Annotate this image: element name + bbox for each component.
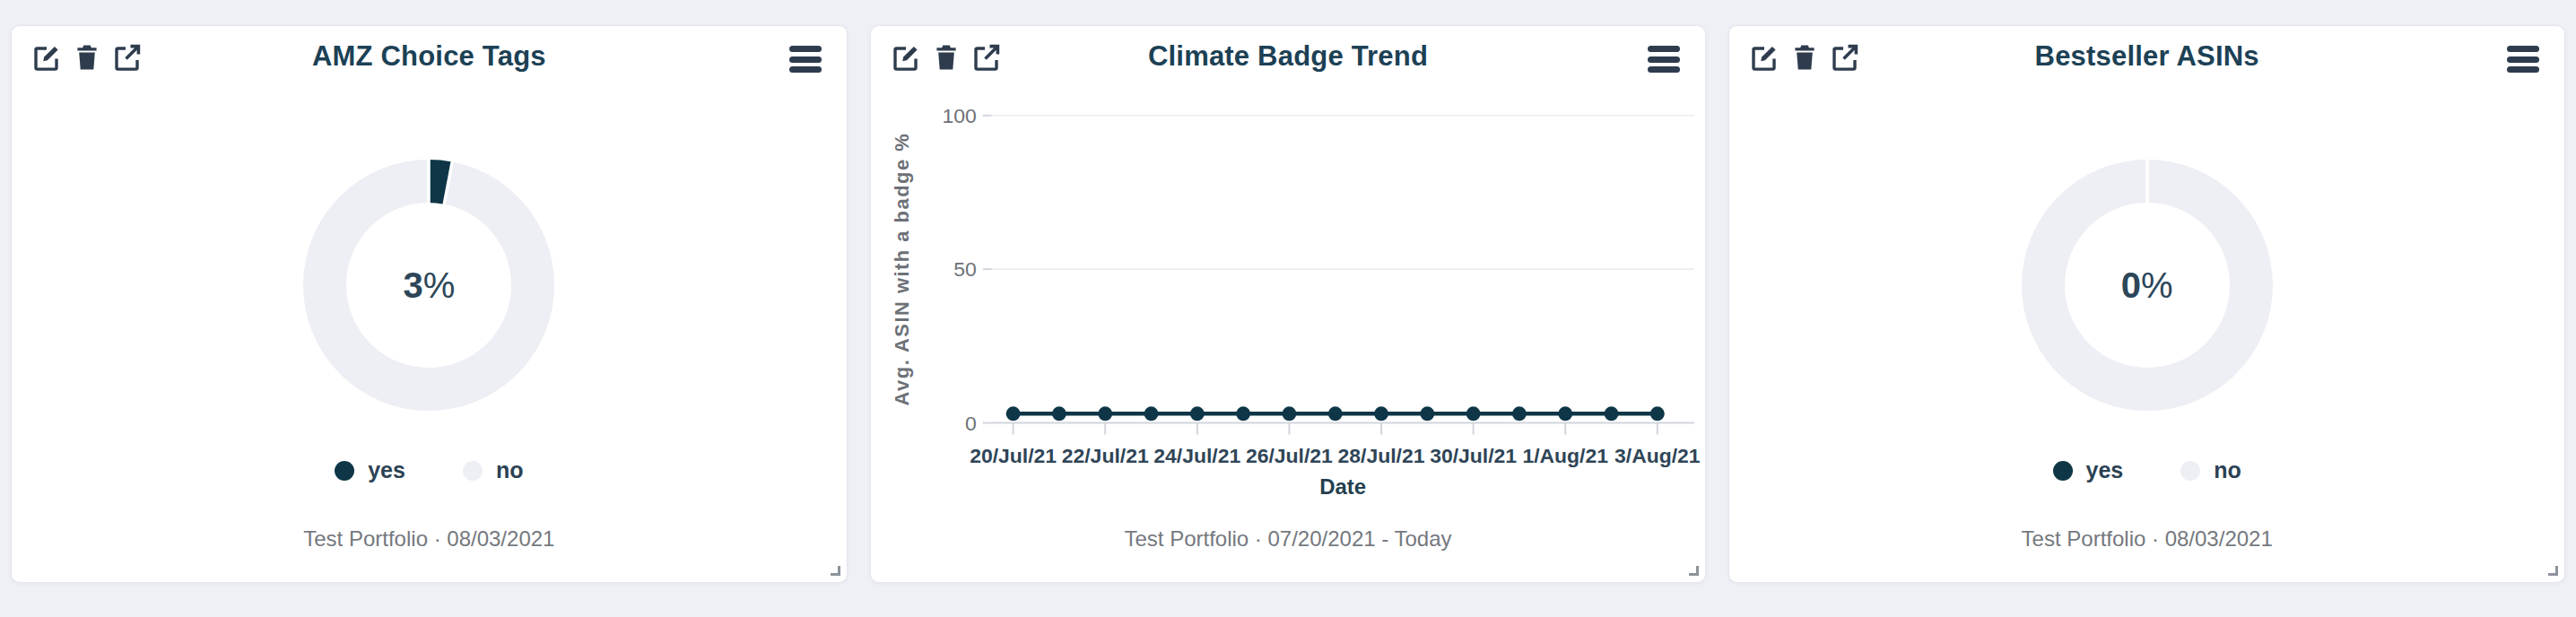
donut-chart bbox=[303, 160, 554, 411]
widget-amz-choice-tags: AMZ Choice Tags 3% yes no Test Portfolio… bbox=[11, 25, 848, 583]
external-link-icon bbox=[113, 43, 142, 72]
svg-text:Avg. ASIN with a badge %: Avg. ASIN with a badge % bbox=[891, 133, 913, 406]
widget-toolbar bbox=[891, 42, 1002, 73]
legend-item-yes[interactable]: yes bbox=[335, 457, 405, 483]
svg-text:Date: Date bbox=[1319, 474, 1366, 499]
widget-toolbar bbox=[31, 42, 143, 73]
trash-icon bbox=[932, 43, 961, 72]
open-button[interactable] bbox=[112, 42, 143, 73]
resize-handle[interactable] bbox=[831, 566, 840, 576]
widget-toolbar bbox=[1749, 42, 1860, 73]
legend-swatch-no bbox=[463, 461, 483, 481]
dashboard: AMZ Choice Tags 3% yes no Test Portfolio… bbox=[0, 0, 2576, 617]
widget-footer: Test Portfolio · 08/03/2021 bbox=[12, 526, 847, 552]
open-button[interactable] bbox=[971, 42, 1002, 73]
legend-swatch-yes bbox=[335, 461, 354, 481]
chart-legend: yes no bbox=[1729, 457, 2564, 483]
svg-text:24/Jul/21: 24/Jul/21 bbox=[1153, 444, 1240, 467]
legend-item-no[interactable]: no bbox=[463, 457, 524, 483]
legend-label-yes: yes bbox=[2086, 457, 2124, 483]
legend-swatch-yes bbox=[2053, 461, 2073, 481]
edit-icon bbox=[1750, 43, 1779, 72]
resize-handle[interactable] bbox=[2548, 566, 2558, 576]
edit-button[interactable] bbox=[1749, 42, 1780, 73]
legend-label-no: no bbox=[2214, 457, 2241, 483]
edit-button[interactable] bbox=[891, 42, 921, 73]
legend-item-no[interactable]: no bbox=[2180, 457, 2241, 483]
edit-icon bbox=[892, 43, 920, 72]
menu-icon[interactable] bbox=[2507, 46, 2541, 73]
svg-text:26/Jul/21: 26/Jul/21 bbox=[1246, 444, 1333, 467]
svg-text:3/Aug/21: 3/Aug/21 bbox=[1614, 444, 1701, 467]
trash-icon bbox=[73, 43, 101, 72]
resize-handle[interactable] bbox=[1689, 566, 1699, 576]
widget-climate-badge-trend: Climate Badge Trend 050100Avg. ASIN with… bbox=[870, 25, 1707, 583]
svg-text:1/Aug/21: 1/Aug/21 bbox=[1522, 444, 1608, 467]
donut-chart bbox=[2022, 160, 2273, 411]
legend-label-yes: yes bbox=[368, 457, 405, 483]
svg-text:0: 0 bbox=[965, 412, 977, 435]
line-chart: 050100Avg. ASIN with a badge %20/Jul/212… bbox=[871, 26, 1706, 582]
widget-footer: Test Portfolio · 07/20/2021 - Today bbox=[871, 526, 1706, 552]
menu-icon[interactable] bbox=[1648, 46, 1682, 73]
legend-item-yes[interactable]: yes bbox=[2053, 457, 2124, 483]
svg-text:30/Jul/21: 30/Jul/21 bbox=[1430, 444, 1517, 467]
chart-legend: yes no bbox=[12, 457, 847, 483]
svg-text:50: 50 bbox=[953, 257, 977, 281]
external-link-icon bbox=[1831, 43, 1859, 72]
legend-swatch-no bbox=[2180, 461, 2200, 481]
edit-button[interactable] bbox=[31, 42, 62, 73]
svg-text:28/Jul/21: 28/Jul/21 bbox=[1337, 444, 1424, 467]
svg-text:20/Jul/21: 20/Jul/21 bbox=[970, 444, 1057, 467]
legend-label-no: no bbox=[496, 457, 524, 483]
menu-icon[interactable] bbox=[789, 46, 823, 73]
delete-button[interactable] bbox=[72, 42, 102, 73]
svg-text:100: 100 bbox=[942, 104, 976, 127]
external-link-icon bbox=[972, 43, 1001, 72]
widget-bestseller-asins: Bestseller ASINs 0% yes no Test Portfoli… bbox=[1728, 25, 2565, 583]
open-button[interactable] bbox=[1830, 42, 1860, 73]
delete-button[interactable] bbox=[1789, 42, 1820, 73]
trash-icon bbox=[1790, 43, 1819, 72]
delete-button[interactable] bbox=[931, 42, 962, 73]
widget-footer: Test Portfolio · 08/03/2021 bbox=[1729, 526, 2564, 552]
svg-text:22/Jul/21: 22/Jul/21 bbox=[1061, 444, 1148, 467]
edit-icon bbox=[32, 43, 61, 72]
